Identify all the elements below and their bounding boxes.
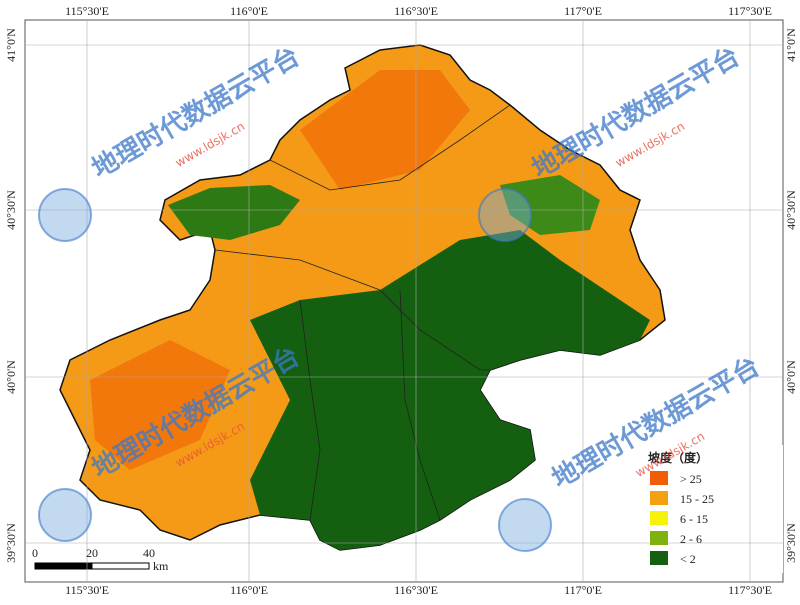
watermark-logo: [38, 488, 92, 542]
latitude-label: 40°0'N: [4, 360, 18, 394]
scale-bar-label: 40: [143, 546, 155, 560]
steep-area: [300, 70, 470, 190]
longitude-label: 117°0'E: [564, 583, 602, 597]
plain-area: [250, 230, 650, 550]
legend-title: 坡度（度）: [648, 450, 708, 465]
longitude-label: 115°30'E: [65, 4, 109, 18]
longitude-label: 116°0'E: [230, 4, 268, 18]
scale-bar-label: 20: [86, 546, 98, 560]
legend-swatch: [650, 551, 668, 565]
district-border: [269, 104, 511, 191]
legend-label: 2 - 6: [680, 532, 702, 546]
longitude-label: 117°30'E: [728, 583, 772, 597]
latitude-label: 41°0'N: [784, 28, 798, 62]
steep-area: [90, 340, 230, 470]
district-border: [399, 289, 441, 521]
district-border: [214, 249, 490, 371]
valley-area: [500, 175, 600, 235]
longitude-label: 117°30'E: [728, 4, 772, 18]
legend-swatch: [650, 511, 668, 525]
watermark-logo: [478, 188, 532, 242]
legend-swatch: [650, 531, 668, 545]
scale-bar-unit: km: [153, 559, 169, 573]
legend-swatch: [650, 491, 668, 505]
longitude-label: 115°30'E: [65, 583, 109, 597]
longitude-label: 117°0'E: [564, 4, 602, 18]
legend-label: > 25: [680, 472, 702, 486]
district-border: [299, 299, 321, 521]
legend-label: < 2: [680, 552, 696, 566]
legend-swatch: [650, 471, 668, 485]
latitude-label: 40°30'N: [4, 190, 18, 230]
legend-label: 6 - 15: [680, 512, 708, 526]
longitude-label: 116°0'E: [230, 583, 268, 597]
latitude-label: 40°30'N: [784, 190, 798, 230]
scale-bar-segment: [34, 562, 93, 570]
valley-area: [168, 185, 300, 240]
longitude-label: 116°30'E: [394, 4, 438, 18]
watermark-logo: [498, 498, 552, 552]
latitude-label: 41°0'N: [4, 28, 18, 62]
watermark-logo: [38, 188, 92, 242]
latitude-label: 39°30'N: [4, 523, 18, 563]
legend-label: 15 - 25: [680, 492, 714, 506]
scale-bar-segment: [91, 562, 150, 570]
scale-bar-label: 0: [32, 546, 38, 560]
latitude-label: 40°0'N: [784, 360, 798, 394]
latitude-label: 39°30'N: [784, 523, 798, 563]
longitude-label: 116°30'E: [394, 583, 438, 597]
